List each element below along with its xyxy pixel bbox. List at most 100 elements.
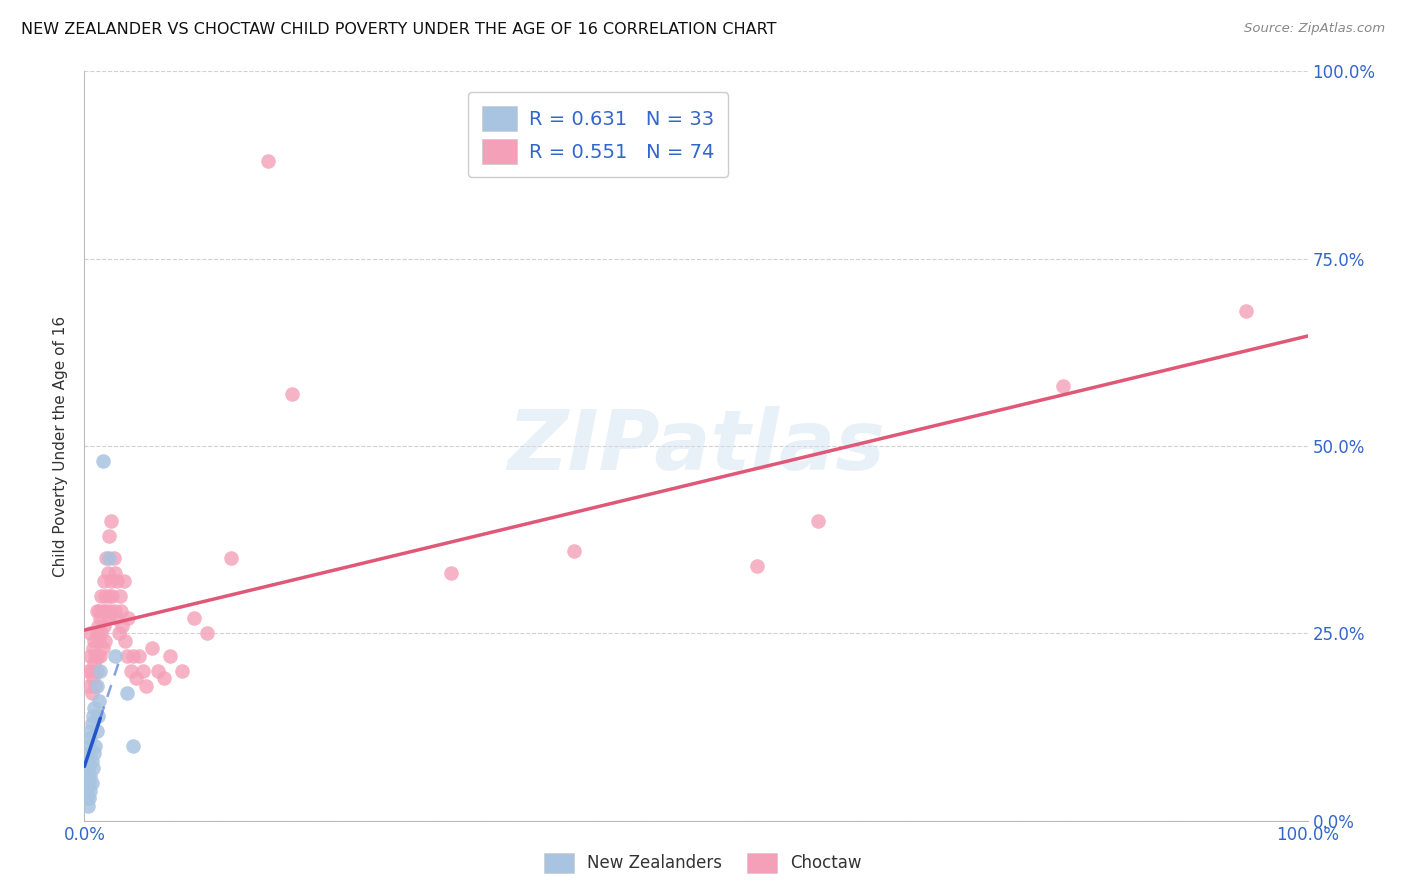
Point xyxy=(153,671,176,685)
Point xyxy=(110,604,132,618)
Point xyxy=(807,514,830,528)
Point xyxy=(77,664,100,678)
Point xyxy=(80,686,103,700)
Point xyxy=(79,626,101,640)
Point xyxy=(77,798,100,813)
Point xyxy=(77,769,100,783)
Point xyxy=(76,791,98,805)
Point xyxy=(77,739,100,753)
Point xyxy=(83,746,105,760)
Point xyxy=(79,769,101,783)
Point xyxy=(141,641,163,656)
Point xyxy=(82,671,104,685)
Point xyxy=(105,611,128,625)
Point xyxy=(104,566,127,581)
Point xyxy=(97,589,120,603)
Point xyxy=(90,589,112,603)
Point xyxy=(87,604,110,618)
Point xyxy=(107,626,129,640)
Point xyxy=(117,611,139,625)
Point xyxy=(281,386,304,401)
Point xyxy=(87,619,110,633)
Point xyxy=(135,679,157,693)
Point xyxy=(97,566,120,581)
Point xyxy=(112,574,135,588)
Point xyxy=(91,604,114,618)
Point xyxy=(83,633,105,648)
Point xyxy=(80,754,103,768)
Point xyxy=(76,783,98,797)
Point xyxy=(87,694,110,708)
Point xyxy=(115,648,138,663)
Point xyxy=(80,664,103,678)
Text: Source: ZipAtlas.com: Source: ZipAtlas.com xyxy=(1244,22,1385,36)
Point xyxy=(122,648,145,663)
Point xyxy=(108,589,131,603)
Point xyxy=(128,648,150,663)
Point xyxy=(100,514,122,528)
Point xyxy=(125,671,148,685)
Point xyxy=(93,619,115,633)
Point xyxy=(122,739,145,753)
Point xyxy=(87,648,110,663)
Point xyxy=(97,611,120,625)
Point xyxy=(1052,379,1074,393)
Point xyxy=(91,454,114,468)
Point xyxy=(79,731,101,746)
Point xyxy=(94,589,117,603)
Point xyxy=(86,664,108,678)
Point xyxy=(146,664,169,678)
Legend: New Zealanders, Choctaw: New Zealanders, Choctaw xyxy=(537,847,869,880)
Point xyxy=(195,626,218,640)
Point xyxy=(104,604,127,618)
Point xyxy=(100,574,122,588)
Point xyxy=(91,641,114,656)
Point xyxy=(172,664,194,678)
Point xyxy=(94,633,117,648)
Point xyxy=(114,633,136,648)
Point xyxy=(79,723,101,738)
Point xyxy=(97,529,120,543)
Point xyxy=(98,604,121,618)
Point xyxy=(83,701,105,715)
Point xyxy=(82,641,104,656)
Point xyxy=(104,648,127,663)
Point xyxy=(103,551,125,566)
Point xyxy=(83,657,105,671)
Point xyxy=(562,544,585,558)
Point xyxy=(84,679,107,693)
Point xyxy=(77,679,100,693)
Point xyxy=(77,754,100,768)
Point xyxy=(79,648,101,663)
Point xyxy=(77,776,100,790)
Point xyxy=(747,558,769,573)
Point xyxy=(101,589,124,603)
Point xyxy=(86,626,108,640)
Point xyxy=(219,551,242,566)
Point xyxy=(105,574,128,588)
Point xyxy=(77,746,100,760)
Point xyxy=(90,626,112,640)
Point xyxy=(79,783,101,797)
Legend: R = 0.631   N = 33, R = 0.551   N = 74: R = 0.631 N = 33, R = 0.551 N = 74 xyxy=(468,92,728,178)
Point xyxy=(86,679,108,693)
Point xyxy=(80,776,103,790)
Point xyxy=(82,708,104,723)
Point xyxy=(1236,304,1258,318)
Text: ZIPatlas: ZIPatlas xyxy=(508,406,884,486)
Text: NEW ZEALANDER VS CHOCTAW CHILD POVERTY UNDER THE AGE OF 16 CORRELATION CHART: NEW ZEALANDER VS CHOCTAW CHILD POVERTY U… xyxy=(21,22,776,37)
Point xyxy=(82,761,104,775)
Y-axis label: Child Poverty Under the Age of 16: Child Poverty Under the Age of 16 xyxy=(52,316,67,576)
Point xyxy=(96,604,118,618)
Point xyxy=(84,648,107,663)
Point xyxy=(97,551,120,566)
Point xyxy=(257,154,280,169)
Point xyxy=(84,739,107,753)
Point xyxy=(86,723,108,738)
Point xyxy=(89,648,111,663)
Point xyxy=(87,633,110,648)
Point xyxy=(183,611,205,625)
Point xyxy=(89,611,111,625)
Point xyxy=(80,716,103,731)
Point xyxy=(440,566,463,581)
